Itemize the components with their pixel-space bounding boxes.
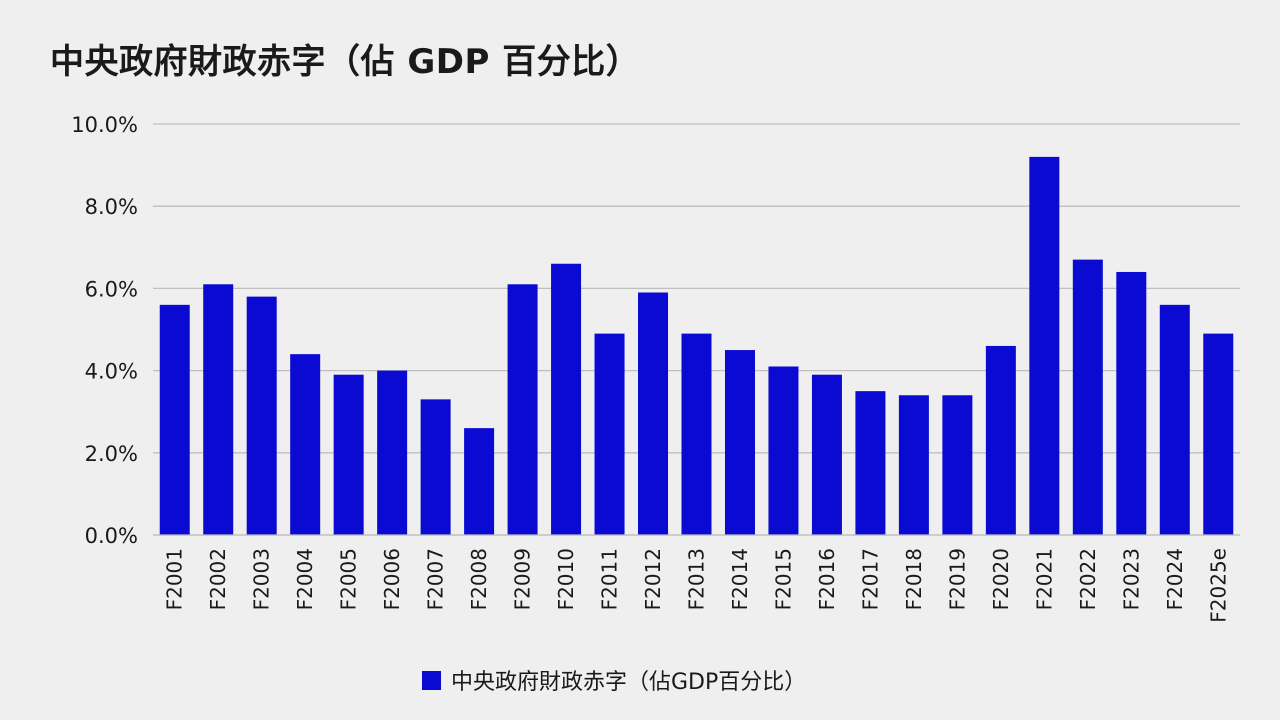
x-tick-label: F2015 [771,548,795,610]
bar [898,395,929,535]
chart-title: 中央政府財政赤字（佔 GDP 百分比） [50,42,641,82]
y-tick-label: 2.0% [85,442,138,466]
bar [290,354,321,535]
x-tick-label: F2007 [424,548,448,610]
bar [942,395,973,535]
x-tick-label: F2008 [467,548,491,610]
y-tick-label: 0.0% [85,524,138,548]
x-tick-label: F2004 [293,548,317,610]
bar [1029,156,1060,535]
x-tick-label: F2011 [598,548,622,610]
x-tick-label: F2022 [1076,548,1100,610]
x-tick-label: F2023 [1119,548,1143,610]
x-tick-label: F2014 [728,548,752,610]
bar [377,370,408,535]
x-tick-label: F2018 [902,548,926,610]
bar [464,428,495,535]
x-tick-label: F2012 [641,548,665,610]
x-axis-ticks: F2001 F2002 F2003 F2004 F2005 F2006 F2007 F2008… [153,534,1240,623]
bar [1203,333,1234,535]
y-axis-ticks: 0.0% 2.0% 4.0% 6.0% 8.0% 10.0% [71,113,138,548]
bar [855,391,886,535]
x-tick-label: F2017 [858,548,882,610]
bar [768,366,799,535]
bar [985,345,1016,535]
x-tick-label: F2020 [989,548,1013,610]
bar [246,296,277,535]
bar [159,304,190,535]
x-tick-label: F2024 [1163,548,1187,610]
x-tick-label: F2009 [511,548,535,610]
bar [594,333,625,535]
x-tick-label: F2001 [163,548,187,610]
x-tick-label: F2010 [554,548,578,610]
x-tick-label: F2021 [1032,548,1056,610]
legend: 中央政府財政赤字（佔GDP百分比） [422,664,806,696]
x-tick-label: F2006 [380,548,404,610]
bar [1072,259,1103,535]
x-tick-label: F2025e [1206,548,1230,623]
bar [203,284,234,535]
x-tick-label: F2002 [206,548,230,610]
legend-swatch [422,670,441,690]
y-tick-label: 10.0% [71,113,138,137]
legend-label: 中央政府財政赤字（佔GDP百分比） [451,670,807,695]
y-tick-label: 6.0% [85,277,138,301]
x-tick-label: F2016 [815,548,839,610]
bar [333,374,364,535]
y-tick-label: 8.0% [85,195,138,219]
bar [1159,304,1190,535]
bar [507,284,538,535]
bars [159,156,1234,535]
bar [420,399,451,535]
bar [724,350,755,535]
x-tick-label: F2003 [250,548,274,610]
bar [1116,271,1147,535]
bar [638,292,669,535]
bar [681,333,712,535]
y-tick-label: 4.0% [85,360,138,384]
bar [811,374,842,535]
x-tick-label: F2013 [685,548,709,610]
x-tick-label: F2005 [337,548,361,610]
bar [551,263,582,535]
x-tick-label: F2019 [945,548,969,610]
